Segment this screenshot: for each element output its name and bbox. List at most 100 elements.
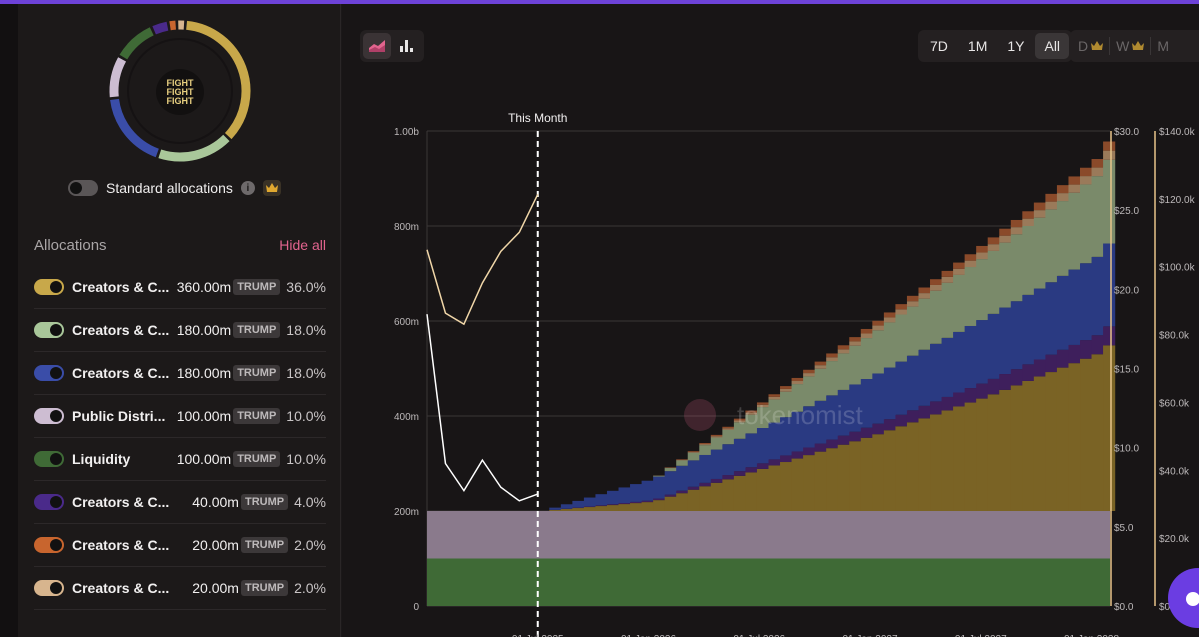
area-step [710, 434, 723, 437]
donut-slice[interactable] [186, 20, 251, 140]
allocation-toggle[interactable] [34, 365, 64, 381]
allocation-toggle[interactable] [34, 537, 64, 553]
info-icon[interactable]: i [240, 181, 255, 195]
area-step [756, 468, 770, 511]
allocation-toggle[interactable] [34, 279, 64, 295]
area-step [837, 444, 850, 511]
allocation-row[interactable]: Creators & C... 40.00m TRUMP 4.0% [34, 481, 326, 524]
allocation-row[interactable]: Public Distri... 100.00m TRUMP 10.0% [34, 395, 326, 438]
y-right2-tick: $140.0k [1159, 127, 1196, 138]
x-tick: 01 Jan 2026 [621, 634, 676, 637]
area-step [849, 431, 862, 442]
area-step [1045, 193, 1058, 202]
allocation-row[interactable]: Liquidity 100.00m TRUMP 10.0% [34, 438, 326, 481]
area-step [1068, 192, 1081, 270]
donut-slice[interactable] [119, 27, 154, 60]
area-step [987, 250, 1000, 314]
area-step [687, 486, 700, 490]
y-right1-tick: $20.0 [1114, 285, 1139, 296]
range-button-7d[interactable]: 7D [930, 38, 948, 54]
allocation-row[interactable]: Creators & C... 360.00m TRUMP 36.0% [34, 266, 326, 309]
granularity-button-d[interactable]: D [1078, 38, 1104, 54]
area-step [826, 395, 839, 440]
area-step [780, 391, 793, 418]
x-tick: 01 Jul 2026 [733, 634, 785, 637]
area-step [676, 490, 689, 494]
range-button-1m[interactable]: 1M [967, 38, 988, 54]
allocation-row[interactable]: Creators & C... 180.00m TRUMP 18.0% [34, 309, 326, 352]
area-step [1010, 219, 1023, 228]
area-step [1022, 218, 1035, 226]
donut-slice[interactable] [158, 134, 230, 162]
y-right2-tick: $80.0k [1159, 331, 1190, 342]
range-button-1y[interactable]: 1Y [1007, 38, 1025, 54]
allocation-row[interactable]: Creators & C... 20.00m TRUMP 2.0% [34, 524, 326, 567]
standard-allocations-toggle[interactable]: Standard allocations i [68, 178, 281, 198]
x-tick: 01 Jul 2027 [955, 634, 1007, 637]
allocation-toggle[interactable] [34, 408, 64, 424]
watermark-logo-icon [684, 399, 716, 431]
range-button-all[interactable]: All [1035, 33, 1070, 59]
allocation-name: Creators & C... [72, 365, 169, 381]
area-step [1033, 202, 1046, 211]
area-step [1068, 363, 1081, 511]
allocation-amount: 100.00m [176, 451, 232, 467]
area-step [1091, 167, 1104, 177]
hide-all-button[interactable]: Hide all [279, 237, 326, 253]
standard-allocations-switch[interactable] [68, 180, 98, 196]
area-step [722, 444, 735, 476]
token-badge: TRUMP [233, 451, 281, 467]
donut-slice[interactable] [152, 21, 169, 35]
area-step [930, 290, 943, 344]
area-step [1045, 201, 1058, 210]
marker-label: This Month [508, 111, 567, 125]
area-step [999, 235, 1012, 243]
area-step [976, 252, 989, 260]
allocation-percent: 10.0% [286, 451, 326, 467]
area-step [930, 284, 943, 291]
granularity-button-w[interactable]: W [1116, 38, 1145, 54]
y-left-tick: 800m [394, 222, 419, 233]
allocation-amount: 360.00m [176, 279, 232, 295]
area-step [976, 320, 989, 384]
area-step [687, 451, 700, 452]
allocation-toggle[interactable] [34, 580, 64, 596]
area-step [895, 414, 908, 427]
area-step [860, 437, 873, 511]
area-chart-icon [369, 40, 385, 52]
logo-text: FIGHT FIGHT FIGHT [166, 77, 194, 106]
area-step [1068, 344, 1081, 364]
area-step [964, 325, 977, 389]
granularity-label: M [1157, 38, 1170, 54]
area-step [930, 401, 943, 415]
area-step [1103, 243, 1116, 327]
area-step [722, 475, 735, 480]
area-step [791, 411, 804, 452]
area-step [964, 402, 977, 511]
donut-slice[interactable] [109, 57, 127, 98]
granularity-button-m[interactable]: M [1157, 38, 1169, 54]
area-step [1080, 176, 1093, 185]
donut-slice[interactable] [169, 20, 177, 31]
area-step [918, 405, 931, 419]
area-step [1080, 340, 1093, 359]
area-step [930, 343, 943, 402]
area-step [941, 337, 954, 397]
area-step [1056, 367, 1070, 511]
bar-chart-button[interactable] [393, 33, 421, 59]
area-step [1068, 184, 1081, 193]
token-badge: TRUMP [233, 322, 281, 338]
crown-icon [1132, 41, 1145, 50]
area-step [756, 407, 770, 429]
allocation-row[interactable]: Creators & C... 180.00m TRUMP 18.0% [34, 352, 326, 395]
allocation-name: Creators & C... [72, 580, 170, 596]
allocation-row[interactable]: Creators & C... 20.00m TRUMP 2.0% [34, 567, 326, 610]
area-chart-button[interactable] [363, 33, 391, 59]
area-step [1080, 263, 1093, 341]
allocation-toggle[interactable] [34, 494, 64, 510]
area-step [699, 445, 712, 455]
donut-slice[interactable] [110, 98, 159, 158]
allocation-toggle[interactable] [34, 451, 64, 467]
allocation-toggle[interactable] [34, 322, 64, 338]
area-step [1033, 376, 1046, 511]
